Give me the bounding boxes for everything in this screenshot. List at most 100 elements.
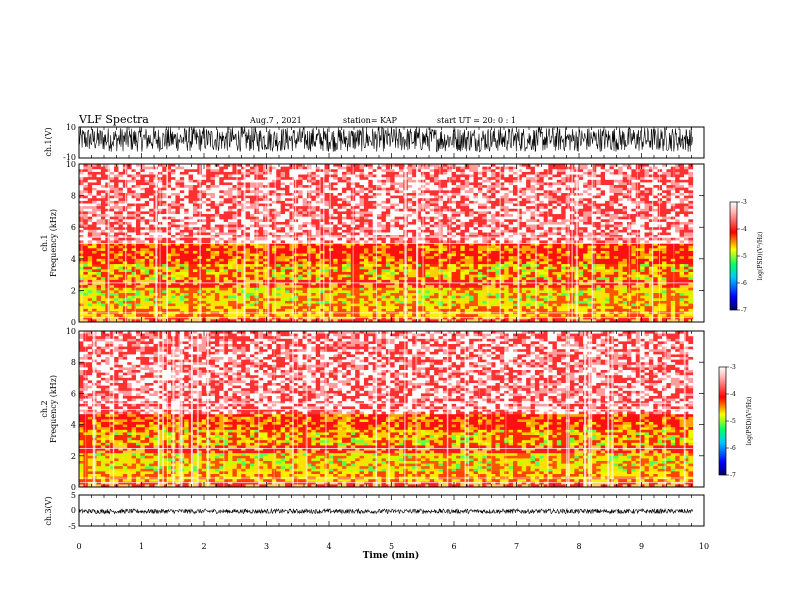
ch1-spectrogram-cell xyxy=(434,164,439,168)
ch1-spectrogram-cell xyxy=(298,203,303,207)
ch1-spectrogram-cell xyxy=(390,229,396,233)
ch1-spectrogram-cell xyxy=(363,303,369,307)
ch1-spectrogram-cell xyxy=(355,314,360,318)
ch1-spectrogram-cell xyxy=(324,306,330,310)
ch1-spectrogram-cell xyxy=(377,216,382,220)
ch1-spectrogram-cell xyxy=(258,216,264,220)
ch1-spectrogram-cell xyxy=(232,190,238,194)
ch1-spectrogram-cell xyxy=(285,169,290,173)
ch1-spectrogram-cell xyxy=(144,306,150,310)
ch1-spectrogram-cell xyxy=(337,174,343,178)
ch1-spectrogram-cell xyxy=(105,169,111,173)
ch1-spectrogram-cell xyxy=(149,206,154,210)
ch1-spectrogram-cell xyxy=(149,164,154,168)
ch1-spectrogram-cell xyxy=(359,224,365,228)
ch1-spectrogram-cell xyxy=(131,237,137,241)
ch1-spectrogram-cell xyxy=(214,169,220,173)
ch1-spectrogram-cell xyxy=(105,282,111,286)
ch1-spectrogram-cell xyxy=(79,248,84,252)
ch1-spectrogram-cell xyxy=(429,264,435,268)
ch1-spectrogram-cell xyxy=(131,190,137,194)
ch1-spectrogram-cell xyxy=(315,203,321,207)
ch1-spectrogram-cell xyxy=(144,221,150,225)
ch1-spectrogram-cell xyxy=(407,316,413,320)
ch1-spectrogram-cell xyxy=(407,258,413,262)
ch1-spectrogram-cell xyxy=(394,174,400,178)
ch1-spectrogram-cell xyxy=(254,293,260,297)
ch1-spectrogram-cell xyxy=(425,208,431,212)
ch1-spectrogram-cell xyxy=(372,224,378,228)
ch1-spectrogram-cell xyxy=(96,203,102,207)
ch1-spectrogram-cell xyxy=(131,192,137,196)
ch1-spectrogram-cell xyxy=(92,187,97,191)
ch1-spectrogram-cell xyxy=(399,179,404,183)
ch1-spectrogram-cell xyxy=(271,232,277,236)
ch1-spectrogram-cell xyxy=(245,206,251,210)
ch1-spectrogram-cell xyxy=(285,256,290,260)
ch1-spectrogram-cell xyxy=(179,219,185,223)
ch1-spectrogram-cell xyxy=(201,229,207,233)
ch1-spectrogram-cell xyxy=(135,308,141,312)
ch1-spectrogram-cell xyxy=(359,271,365,275)
ch1-spectrogram-cell xyxy=(298,206,303,210)
ch1-spectrogram-cell xyxy=(96,206,102,210)
ch1-spectrogram-cell xyxy=(162,224,168,228)
ch1-spectrogram-cell xyxy=(144,171,150,175)
ch1-spectrogram-cell xyxy=(302,245,308,249)
ch1-spectrogram-cell xyxy=(201,287,207,291)
ch1-spectrogram-cell xyxy=(385,221,391,225)
ch1-spectrogram-cell xyxy=(162,277,168,281)
ch1-spectrogram-cell xyxy=(118,203,124,207)
ch1-spectrogram-cell xyxy=(372,319,378,323)
ch1-spectrogram-cell xyxy=(298,282,303,286)
ch1-spectrogram-cell xyxy=(118,266,124,270)
ch1-spectrogram-cell xyxy=(359,282,365,286)
ch1-spectrogram-cell xyxy=(320,253,325,257)
ch1-spectrogram-cell xyxy=(289,208,295,212)
ch1-spectrogram-cell xyxy=(271,303,277,307)
ch1-spectrogram-cell xyxy=(337,250,343,254)
ch1-spectrogram-cell xyxy=(429,250,435,254)
ch1-spectrogram-cell xyxy=(267,169,273,173)
ch1-spectrogram-cell xyxy=(399,253,404,257)
ch1-spectrogram-cell xyxy=(118,264,124,268)
ch1-spectrogram-cell xyxy=(105,271,111,275)
ch1-spectrogram-cell xyxy=(140,235,146,239)
ch1-spectrogram-cell xyxy=(359,250,365,254)
ch1-spectrogram-cell xyxy=(342,224,347,228)
ch1-spectrogram-cell xyxy=(214,229,220,233)
ch1-spectrogram-cell xyxy=(394,232,400,236)
ch1-spectrogram-cell xyxy=(363,192,369,196)
ch1-spectrogram-cell xyxy=(285,266,290,270)
ch1-spectrogram-cell xyxy=(311,177,317,181)
ch1-spectrogram-cell xyxy=(280,300,286,304)
ch1-spectrogram-cell xyxy=(188,200,194,204)
ch1-spectrogram-cell xyxy=(258,221,264,225)
ch1-spectrogram-cell xyxy=(258,182,264,186)
ch1-spectrogram-cell xyxy=(135,303,141,307)
ch1-spectrogram-cell xyxy=(394,171,400,175)
ch1-spectrogram-cell xyxy=(171,253,176,257)
ch1-spectrogram-cell xyxy=(236,182,242,186)
ch1-spectrogram-cell xyxy=(184,216,189,220)
ch1-spectrogram-cell xyxy=(188,235,194,239)
ch1-spectrogram-cell xyxy=(399,274,404,278)
ch1-spectrogram-cell xyxy=(206,221,211,225)
ch1-spectrogram-cell xyxy=(223,269,229,273)
ch1-spectrogram-cell xyxy=(324,319,330,323)
ch1-spectrogram-cell xyxy=(320,224,325,228)
ch1-spectrogram-cell xyxy=(381,258,387,262)
ch1-spectrogram-cell xyxy=(302,269,308,273)
ch1-spectrogram-cell xyxy=(293,266,299,270)
ch1-spectrogram-cell xyxy=(87,216,93,220)
ch1-spectrogram-cell xyxy=(320,261,325,265)
ch1-spectrogram-cell xyxy=(271,214,277,218)
ch1-spectrogram-cell xyxy=(289,169,295,173)
ch1-spectrogram-cell xyxy=(342,264,347,268)
ch1-spectrogram-cell xyxy=(232,179,238,183)
ch1-spectrogram-cell xyxy=(114,253,119,257)
ch1-spectrogram-cell xyxy=(201,277,207,281)
ch1-spectrogram-cell xyxy=(377,190,382,194)
ch1-spectrogram-cell xyxy=(276,285,282,289)
ch1-spectrogram-cell xyxy=(162,211,168,215)
